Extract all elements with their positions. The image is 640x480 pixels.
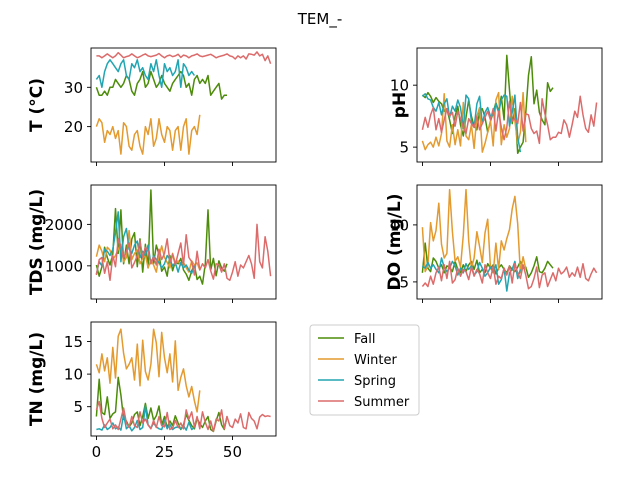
y-tick-label-t-20: 20	[64, 118, 83, 136]
legend-label-winter: Winter	[354, 353, 398, 368]
series-line-ph-spring	[421, 93, 522, 153]
axes-frame-tn	[90, 321, 277, 437]
figure-title: TEM_-	[297, 10, 343, 29]
series-line-ph-summer	[421, 95, 598, 145]
y-tick-label-do-10: 10	[390, 216, 409, 234]
panel-temperature: 20 30 T (°C)	[27, 47, 277, 166]
panel-total-nitrogen: 0 25 50 5 10 15 TN (mg/L)	[27, 321, 277, 461]
series-line-t-winter	[95, 114, 201, 155]
y-tick-label-ph-10: 10	[390, 77, 409, 95]
axes-frame-tds	[90, 184, 277, 300]
y-axis-label-do: DO (mg/L)	[385, 194, 405, 291]
series-line-tds-spring	[95, 211, 196, 275]
series-line-do-winter	[421, 188, 527, 274]
y-tick-label-ph-5: 5	[399, 139, 409, 157]
legend: Fall Winter Spring Summer	[309, 324, 420, 416]
axes-frame-ph	[416, 47, 603, 163]
legend-entry-fall: Fall	[318, 332, 375, 347]
legend-entry-winter: Winter	[318, 353, 398, 368]
legend-frame	[309, 324, 420, 416]
series-line-tn-summer	[95, 400, 271, 433]
legend-entry-spring: Spring	[318, 374, 396, 389]
series-line-tds-fall	[95, 189, 228, 285]
y-tick-label-tds-1000: 1000	[45, 257, 83, 275]
y-tick-label-tn-5: 5	[73, 398, 83, 416]
y-tick-label-tds-2000: 2000	[45, 216, 83, 234]
legend-entry-summer: Summer	[318, 395, 410, 410]
y-tick-label-do-5: 5	[399, 273, 409, 291]
series-line-t-spring	[95, 59, 196, 89]
y-axis-label-tn: TN (mg/L)	[27, 332, 47, 426]
axes-frame-do	[416, 184, 603, 300]
axes-frame-t	[90, 47, 277, 163]
y-tick-label-tn-10: 10	[64, 366, 83, 384]
legend-label-fall: Fall	[354, 332, 375, 347]
series-line-do-summer	[421, 260, 598, 290]
series-line-tds-summer	[95, 223, 272, 282]
x-tick-label-tn-0: 0	[92, 443, 102, 461]
x-tick-label-tn-25: 25	[155, 443, 174, 461]
series-line-tn-winter	[95, 328, 201, 413]
y-axis-label-ph: pH	[390, 92, 410, 118]
y-tick-label-tn-15: 15	[64, 333, 83, 351]
y-tick-label-t-30: 30	[64, 79, 83, 97]
x-tick-label-tn-50: 50	[223, 443, 242, 461]
legend-label-spring: Spring	[354, 374, 396, 389]
series-line-t-fall	[95, 70, 227, 100]
series-line-ph-fall	[421, 54, 554, 155]
legend-label-summer: Summer	[354, 395, 410, 410]
y-axis-label-t: T (°C)	[27, 78, 47, 132]
series-line-ph-winter	[421, 91, 527, 153]
y-axis-label-tds: TDS (mg/L)	[27, 189, 47, 295]
series-line-do-fall	[421, 242, 554, 279]
series-line-t-summer	[96, 51, 272, 64]
